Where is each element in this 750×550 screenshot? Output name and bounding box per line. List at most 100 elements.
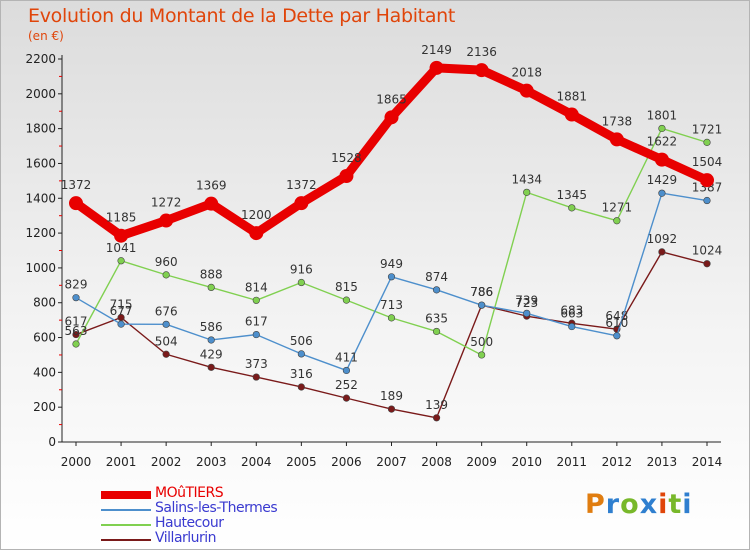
data-label: 676: [155, 304, 178, 318]
data-label: 1272: [151, 196, 182, 210]
legend-item: MOûTIERS: [101, 485, 361, 502]
y-tick-label: 400: [33, 365, 56, 379]
y-tick-label: 0: [48, 435, 56, 449]
proxiti-logo: Proxiti: [585, 489, 693, 520]
data-label: 1504: [692, 155, 723, 169]
data-label: 1721: [692, 122, 723, 136]
data-point: [252, 330, 260, 339]
data-point: [342, 296, 351, 304]
data-point: [387, 405, 396, 413]
data-label: 504: [155, 334, 178, 348]
data-point: [384, 110, 399, 125]
x-tick-label: 2006: [331, 455, 362, 469]
data-label: 1622: [647, 135, 678, 149]
y-tick-label: 1400: [25, 191, 56, 205]
data-point: [432, 414, 441, 422]
data-label: 2149: [421, 43, 452, 57]
data-point: [703, 260, 711, 268]
data-label: 500: [470, 335, 493, 349]
data-label: 1528: [331, 151, 362, 165]
data-point: [609, 132, 624, 147]
y-tick-label: 2200: [25, 52, 56, 66]
data-point: [162, 320, 170, 328]
data-label: 610: [605, 316, 628, 330]
y-tick-label: 200: [33, 400, 56, 414]
y-tick-label: 1200: [25, 226, 56, 240]
data-label: 1271: [602, 201, 633, 215]
series-MOûTIERS: 1372 1185 1272 1369 1200 1372 1528 1865 2149 2136…: [61, 43, 723, 243]
data-point: [523, 309, 531, 317]
x-tick-label: 2002: [151, 455, 182, 469]
data-point: [252, 296, 260, 304]
data-point: [342, 394, 351, 402]
data-point: [114, 228, 129, 243]
y-tick-label: 800: [33, 296, 56, 310]
data-label: 683: [560, 303, 583, 317]
legend-swatch: [101, 491, 151, 499]
data-point: [342, 366, 351, 375]
data-point: [249, 226, 264, 241]
data-label: 815: [335, 280, 358, 294]
data-point: [297, 278, 305, 287]
data-label: 1429: [647, 173, 678, 187]
data-point: [700, 173, 714, 188]
data-label: 949: [380, 257, 403, 271]
data-point: [478, 351, 486, 359]
chart-axes: 0 200 400 600 800 1000 1200 1400 1600 1800 2000 220…: [25, 52, 722, 469]
data-label: 373: [245, 357, 268, 371]
data-point: [72, 294, 80, 302]
data-point: [658, 189, 666, 197]
legend: MOûTIERS Salins-les-Thermes Hautecour Villa…: [101, 485, 361, 547]
data-point: [703, 138, 711, 146]
data-point: [117, 320, 125, 328]
data-label: 1041: [106, 241, 137, 255]
data-point: [568, 204, 576, 212]
legend-item: Villarlurin: [101, 530, 361, 547]
data-point: [387, 314, 396, 322]
data-label: 635: [425, 311, 448, 325]
data-label: 1185: [106, 211, 137, 225]
legend-swatch: [101, 524, 151, 526]
data-label: 429: [200, 347, 223, 361]
data-label: 586: [200, 320, 223, 334]
data-label: 617: [245, 315, 268, 329]
x-tick-label: 2000: [61, 455, 92, 469]
data-label: 1865: [376, 92, 407, 106]
data-point: [523, 188, 531, 196]
data-label: 411: [335, 350, 358, 364]
data-label: 1738: [602, 114, 633, 128]
data-label: 2136: [466, 45, 497, 59]
data-label: 677: [110, 304, 133, 318]
data-label: 252: [335, 378, 358, 392]
x-tick-label: 2009: [466, 455, 497, 469]
data-label: 1434: [511, 172, 542, 186]
data-label: 1024: [692, 244, 723, 258]
data-label: 2018: [511, 66, 542, 80]
data-point: [207, 336, 215, 344]
data-label: 189: [380, 389, 403, 403]
x-tick-label: 2012: [602, 455, 633, 469]
data-point: [387, 273, 396, 281]
data-point: [658, 124, 666, 133]
x-tick-label: 2007: [376, 455, 407, 469]
legend-item: Salins-les-Thermes: [101, 500, 361, 517]
data-label: 1369: [196, 179, 227, 193]
legend-swatch: [101, 509, 151, 511]
data-point: [252, 373, 260, 381]
data-label: 814: [245, 280, 268, 294]
data-label: 139: [425, 398, 448, 412]
legend-label: Hautecour: [155, 515, 224, 531]
data-point: [69, 196, 83, 211]
data-label: 1801: [647, 108, 678, 122]
data-label: 874: [425, 270, 448, 284]
series-Salins-les-Thermes: 829 677 676 586 617 506 411 949 874 786 739 663 610 1…: [65, 173, 723, 375]
data-point: [478, 301, 486, 309]
data-label: 723: [515, 296, 538, 310]
data-point: [658, 248, 666, 256]
data-point: [297, 383, 305, 391]
chart-unit-label: (en €): [28, 29, 64, 43]
data-label: 1387: [692, 181, 723, 195]
data-point: [162, 271, 170, 279]
